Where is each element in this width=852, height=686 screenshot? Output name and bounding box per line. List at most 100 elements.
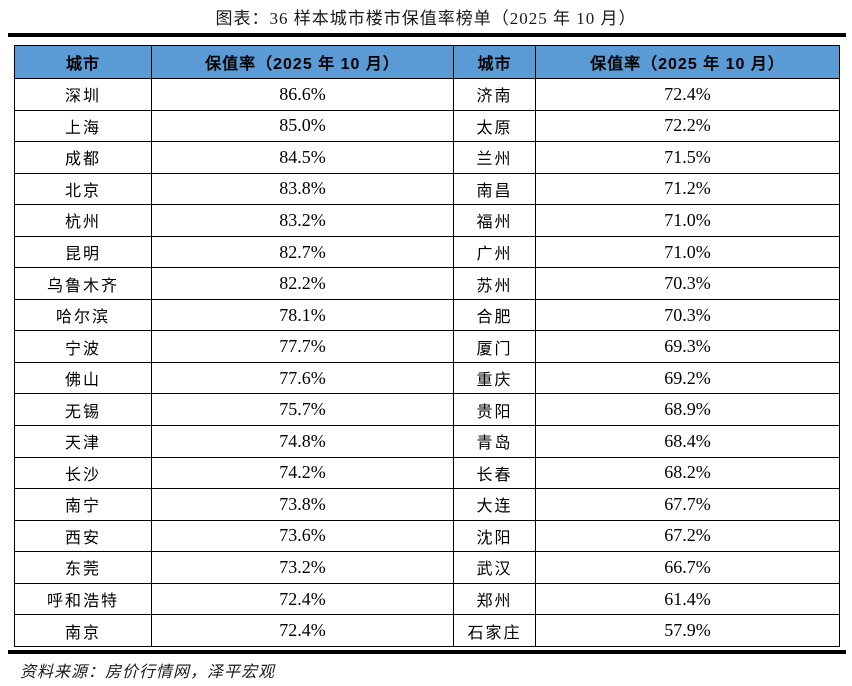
city-cell: 厦门: [453, 330, 536, 363]
city-cell: 成都: [14, 141, 152, 174]
city-cell: 北京: [14, 172, 152, 206]
rate-cell: 72.4%: [151, 582, 454, 616]
city-cell: 兰州: [453, 141, 536, 174]
rate-cell: 70.3%: [535, 267, 840, 300]
rate-cell: 73.2%: [151, 551, 454, 584]
city-cell: 乌鲁木齐: [14, 267, 152, 300]
rate-cell: 72.4%: [151, 614, 454, 647]
table-row: 北京 83.8% 南昌 71.2%: [14, 172, 840, 206]
city-cell: 呼和浩特: [14, 582, 152, 616]
rate-cell: 77.6%: [151, 361, 454, 395]
rate-cell: 68.2%: [535, 456, 840, 490]
rate-cell: 71.0%: [535, 204, 840, 237]
header-rate-right: 保值率（2025 年 10 月）: [535, 45, 840, 79]
city-cell: 西安: [14, 519, 152, 553]
rate-cell: 69.2%: [535, 361, 840, 395]
table-row: 南宁 73.8% 大连 67.7%: [14, 488, 840, 521]
rate-cell: 61.4%: [535, 582, 840, 616]
ranking-table: 城市 保值率（2025 年 10 月） 城市 保值率（2025 年 10 月） …: [14, 45, 840, 647]
table-row: 上海 85.0% 太原 72.2%: [14, 109, 840, 143]
header-row: 城市 保值率（2025 年 10 月） 城市 保值率（2025 年 10 月）: [14, 45, 840, 79]
rate-cell: 71.0%: [535, 235, 840, 269]
city-cell: 天津: [14, 425, 152, 458]
page-title: 图表：36 样本城市楼市保值率榜单（2025 年 10 月）: [215, 9, 637, 28]
city-cell: 长春: [453, 456, 536, 490]
table-row: 哈尔滨 78.1% 合肥 70.3%: [14, 298, 840, 332]
city-cell: 南京: [14, 614, 152, 647]
rate-cell: 72.4%: [535, 78, 840, 111]
rate-cell: 77.7%: [151, 330, 454, 363]
city-cell: 南昌: [453, 172, 536, 206]
city-cell: 无锡: [14, 393, 152, 427]
city-cell: 济南: [453, 78, 536, 111]
rate-cell: 74.2%: [151, 456, 454, 490]
bottom-rule: [8, 650, 846, 654]
rate-cell: 83.2%: [151, 204, 454, 237]
rate-cell: 71.5%: [535, 141, 840, 174]
city-cell: 哈尔滨: [14, 298, 152, 332]
rate-cell: 67.2%: [535, 519, 840, 553]
city-cell: 深圳: [14, 78, 152, 111]
city-cell: 上海: [14, 109, 152, 143]
city-cell: 长沙: [14, 456, 152, 490]
rate-cell: 57.9%: [535, 614, 840, 647]
city-cell: 佛山: [14, 361, 152, 395]
rate-cell: 67.7%: [535, 488, 840, 521]
city-cell: 石家庄: [453, 614, 536, 647]
city-cell: 东莞: [14, 551, 152, 584]
rate-cell: 68.9%: [535, 393, 840, 427]
table-header: 城市 保值率（2025 年 10 月） 城市 保值率（2025 年 10 月）: [14, 45, 840, 79]
city-cell: 大连: [453, 488, 536, 521]
table-row: 成都 84.5% 兰州 71.5%: [14, 141, 840, 174]
city-cell: 合肥: [453, 298, 536, 332]
rate-cell: 83.8%: [151, 172, 454, 206]
city-cell: 杭州: [14, 204, 152, 237]
table-row: 无锡 75.7% 贵阳 68.9%: [14, 393, 840, 427]
table-row: 深圳 86.6% 济南 72.4%: [14, 78, 840, 111]
source-note: 资料来源：房价行情网，泽平宏观: [20, 664, 276, 681]
rate-cell: 84.5%: [151, 141, 454, 174]
city-cell: 广州: [453, 235, 536, 269]
rate-cell: 78.1%: [151, 298, 454, 332]
table-body: 深圳 86.6% 济南 72.4% 上海 85.0% 太原 72.2% 成都 84.5% 兰州 71.…: [14, 78, 840, 647]
city-cell: 南宁: [14, 488, 152, 521]
rate-cell: 85.0%: [151, 109, 454, 143]
city-cell: 郑州: [453, 582, 536, 616]
rate-cell: 75.7%: [151, 393, 454, 427]
city-cell: 沈阳: [453, 519, 536, 553]
table-row: 昆明 82.7% 广州 71.0%: [14, 235, 840, 269]
rate-cell: 73.6%: [151, 519, 454, 553]
city-cell: 宁波: [14, 330, 152, 363]
rate-cell: 86.6%: [151, 78, 454, 111]
city-cell: 贵阳: [453, 393, 536, 427]
header-city-right: 城市: [453, 45, 536, 79]
table-row: 东莞 73.2% 武汉 66.7%: [14, 551, 840, 584]
table-row: 乌鲁木齐 82.2% 苏州 70.3%: [14, 267, 840, 300]
rate-cell: 69.3%: [535, 330, 840, 363]
table-row: 天津 74.8% 青岛 68.4%: [14, 425, 840, 458]
table-row: 西安 73.6% 沈阳 67.2%: [14, 519, 840, 553]
top-rule: [8, 33, 846, 37]
rate-cell: 68.4%: [535, 425, 840, 458]
city-cell: 昆明: [14, 235, 152, 269]
header-city-left: 城市: [14, 45, 152, 79]
table-row: 佛山 77.6% 重庆 69.2%: [14, 361, 840, 395]
table-row: 呼和浩特 72.4% 郑州 61.4%: [14, 582, 840, 616]
city-cell: 太原: [453, 109, 536, 143]
rate-cell: 66.7%: [535, 551, 840, 584]
rate-cell: 70.3%: [535, 298, 840, 332]
header-rate-left: 保值率（2025 年 10 月）: [151, 45, 454, 79]
table-row: 南京 72.4% 石家庄 57.9%: [14, 614, 840, 647]
rate-cell: 74.8%: [151, 425, 454, 458]
table-row: 宁波 77.7% 厦门 69.3%: [14, 330, 840, 363]
rate-cell: 82.2%: [151, 267, 454, 300]
city-cell: 武汉: [453, 551, 536, 584]
city-cell: 青岛: [453, 425, 536, 458]
rate-cell: 82.7%: [151, 235, 454, 269]
table-row: 长沙 74.2% 长春 68.2%: [14, 456, 840, 490]
city-cell: 苏州: [453, 267, 536, 300]
city-cell: 重庆: [453, 361, 536, 395]
rate-cell: 73.8%: [151, 488, 454, 521]
city-cell: 福州: [453, 204, 536, 237]
